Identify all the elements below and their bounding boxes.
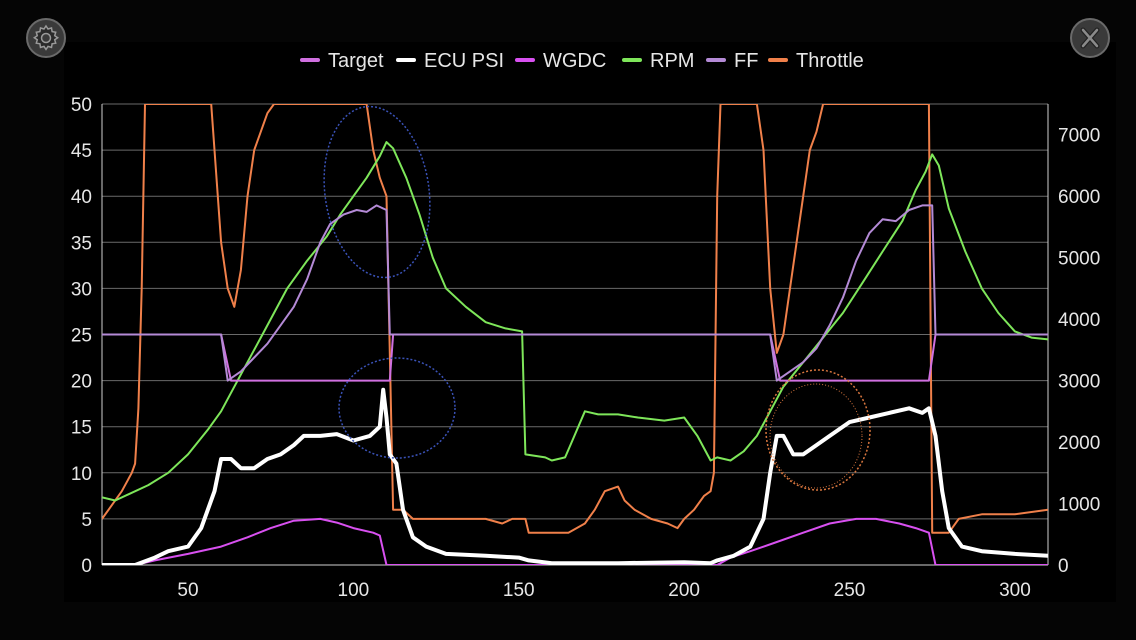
y-right-tick-label: 3000 — [1058, 372, 1100, 393]
close-icon — [1080, 27, 1100, 49]
y-right-tick-label: 7000 — [1058, 126, 1100, 147]
y-right-tick-label: 1000 — [1058, 495, 1100, 516]
y-left-tick-label: 15 — [71, 418, 92, 439]
legend-label: Target — [328, 50, 384, 72]
series-line-target — [102, 333, 1048, 382]
legend-label: FF — [734, 50, 758, 72]
y-left-tick-label: 10 — [71, 464, 92, 485]
chart-panel — [64, 42, 1116, 602]
legend-label: ECU PSI — [424, 50, 504, 72]
series-line-wgdc — [102, 517, 1048, 565]
y-left-tick-label: 5 — [81, 510, 92, 531]
legend-label: Throttle — [796, 50, 864, 72]
annotation-circle — [769, 383, 863, 489]
annotation-circle — [338, 357, 456, 459]
x-tick-label: 300 — [999, 580, 1031, 601]
series-line-ecu-psi — [102, 387, 1048, 565]
y-left-tick-label: 35 — [71, 233, 92, 254]
annotation-circle — [323, 105, 431, 279]
y-left-tick-label: 30 — [71, 279, 92, 300]
series-line-throttle — [102, 104, 1048, 534]
y-right-tick-label: 2000 — [1058, 433, 1100, 454]
y-left-tick-label: 25 — [71, 326, 92, 347]
y-left-tick-label: 45 — [71, 141, 92, 162]
y-right-tick-label: 4000 — [1058, 310, 1100, 331]
y-left-tick-label: 0 — [81, 556, 92, 577]
y-left-tick-label: 40 — [71, 187, 92, 208]
y-right-tick-label: 5000 — [1058, 249, 1100, 270]
x-tick-label: 200 — [668, 580, 700, 601]
x-tick-label: 250 — [834, 580, 866, 601]
y-right-tick-label: 6000 — [1058, 187, 1100, 208]
x-tick-label: 100 — [338, 580, 370, 601]
y-right-tick-label: 0 — [1058, 556, 1069, 577]
legend-label: RPM — [650, 50, 694, 72]
series-line-ff — [102, 204, 1048, 382]
x-tick-label: 150 — [503, 580, 535, 601]
close-button[interactable] — [1070, 18, 1110, 58]
gear-icon — [32, 24, 60, 51]
y-left-tick-label: 50 — [71, 95, 92, 116]
y-left-tick-label: 20 — [71, 372, 92, 393]
settings-button[interactable] — [26, 18, 66, 58]
annotation-circle — [765, 369, 871, 491]
x-tick-label: 50 — [177, 580, 198, 601]
legend-label: WGDC — [543, 50, 606, 72]
